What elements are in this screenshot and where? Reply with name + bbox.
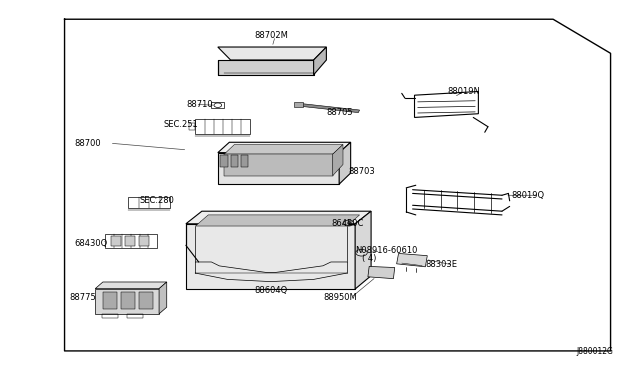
Bar [95, 289, 159, 314]
Polygon shape [301, 104, 360, 113]
Polygon shape [218, 47, 326, 60]
Circle shape [356, 249, 367, 256]
Polygon shape [224, 144, 343, 154]
Bar [211, 102, 224, 108]
Polygon shape [186, 224, 355, 289]
Polygon shape [218, 153, 339, 184]
Bar [230, 155, 238, 167]
Text: 88604Q: 88604Q [255, 286, 288, 295]
Text: 88710: 88710 [186, 100, 212, 109]
Text: 88702M: 88702M [255, 31, 289, 41]
Bar [105, 234, 157, 248]
Text: J880012G: J880012G [577, 347, 614, 356]
Text: 88303E: 88303E [426, 260, 458, 269]
Text: 88019N: 88019N [448, 87, 481, 96]
Text: N08916-60610: N08916-60610 [355, 246, 417, 255]
Polygon shape [339, 142, 351, 184]
Polygon shape [95, 282, 167, 289]
Polygon shape [333, 144, 343, 176]
Bar [139, 292, 153, 310]
Bar [127, 314, 143, 318]
Bar [195, 119, 250, 134]
Text: 88019Q: 88019Q [511, 191, 545, 200]
Circle shape [348, 222, 350, 224]
Bar [103, 292, 117, 310]
Polygon shape [125, 236, 136, 246]
Polygon shape [294, 102, 303, 108]
Polygon shape [159, 282, 167, 314]
Polygon shape [111, 236, 122, 246]
Text: 88775: 88775 [70, 294, 97, 302]
Text: SEC.280: SEC.280 [140, 196, 175, 205]
Polygon shape [355, 211, 371, 289]
Text: SEC.251: SEC.251 [164, 121, 198, 129]
Polygon shape [397, 253, 428, 267]
Polygon shape [224, 154, 333, 176]
Text: 88700: 88700 [74, 139, 100, 148]
Bar [102, 314, 118, 318]
Polygon shape [218, 60, 314, 75]
Bar [121, 292, 135, 310]
Text: 88703: 88703 [349, 167, 376, 176]
Polygon shape [218, 142, 351, 153]
Text: 88705: 88705 [326, 108, 353, 117]
Bar [129, 197, 170, 208]
Polygon shape [195, 215, 360, 226]
Text: 68430Q: 68430Q [74, 239, 108, 248]
Text: 88950M: 88950M [324, 294, 358, 302]
Polygon shape [368, 266, 395, 279]
Polygon shape [186, 211, 371, 224]
Bar [220, 155, 228, 167]
Polygon shape [314, 47, 326, 75]
Bar [241, 155, 248, 167]
Text: ( 4): ( 4) [362, 254, 376, 263]
Text: 86450C: 86450C [332, 219, 364, 228]
Polygon shape [140, 236, 150, 246]
